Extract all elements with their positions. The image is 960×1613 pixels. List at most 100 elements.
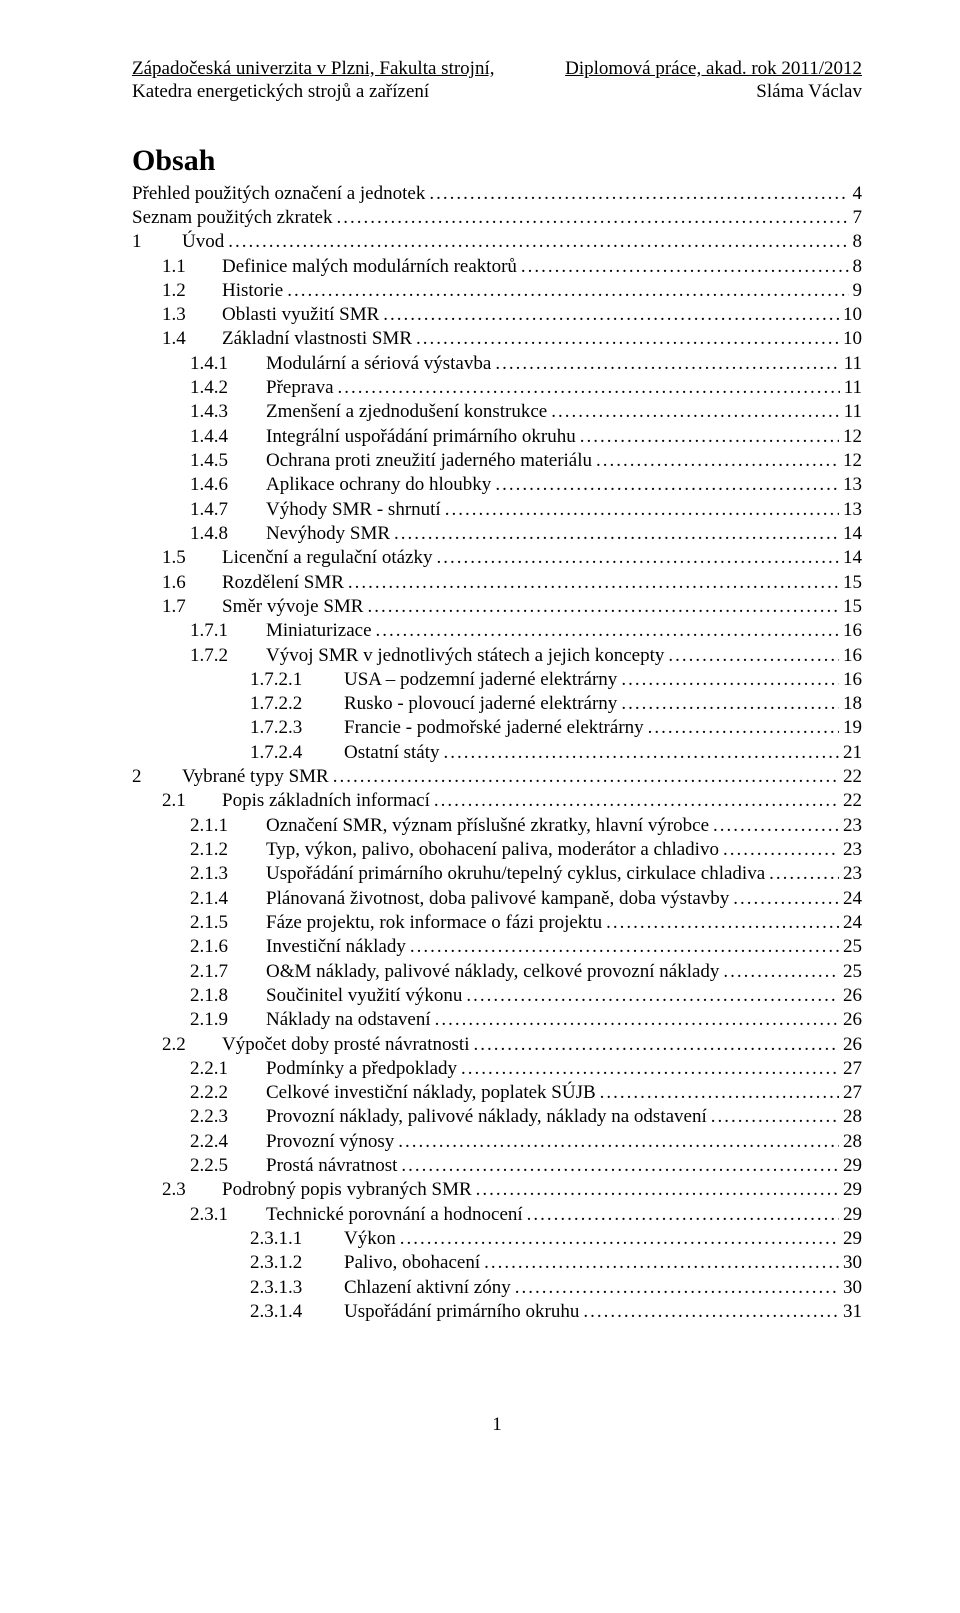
toc-leader-dots xyxy=(429,182,848,206)
toc-leader-dots xyxy=(416,327,839,351)
toc-row: 1.7.2.2Rusko - plovoucí jaderné elektrár… xyxy=(132,692,862,716)
toc-page-number: 22 xyxy=(843,789,862,813)
toc-page-number: 28 xyxy=(843,1130,862,1154)
toc-number: 1.7.2.1 xyxy=(250,668,344,692)
page-title: Obsah xyxy=(132,144,862,178)
toc-leader-dots xyxy=(348,571,839,595)
toc-number: 2.3.1.3 xyxy=(250,1276,344,1300)
toc-row: 2.2.2Celkové investiční náklady, poplate… xyxy=(132,1081,862,1105)
toc-page-number: 15 xyxy=(843,571,862,595)
toc-text: Výhody SMR - shrnutí xyxy=(266,499,441,520)
toc-row: 2.3.1.1Výkon 29 xyxy=(132,1227,862,1251)
toc-text: Úvod xyxy=(182,231,224,252)
toc-label: 2.2.5Prostá návratnost xyxy=(190,1154,397,1178)
toc-page-number: 26 xyxy=(843,1008,862,1032)
toc-label: 1.7.2.2Rusko - plovoucí jaderné elektrár… xyxy=(250,692,617,716)
toc-leader-dots xyxy=(383,303,839,327)
toc-row: 2.1.2Typ, výkon, palivo, obohacení paliv… xyxy=(132,838,862,862)
toc-number: 2.3.1.1 xyxy=(250,1227,344,1251)
toc-text: Vybrané typy SMR xyxy=(182,766,329,787)
toc-text: Francie - podmořské jaderné elektrárny xyxy=(344,717,644,738)
toc-row: 1.4.5Ochrana proti zneužití jaderného ma… xyxy=(132,449,862,473)
toc-text: Typ, výkon, palivo, obohacení paliva, mo… xyxy=(266,839,719,860)
toc-text: Směr vývoje SMR xyxy=(222,596,363,617)
toc-row: 1.4.6Aplikace ochrany do hloubky 13 xyxy=(132,473,862,497)
toc-leader-dots xyxy=(434,789,839,813)
toc-leader-dots xyxy=(733,887,839,911)
toc-row: 1.7Směr vývoje SMR15 xyxy=(132,595,862,619)
toc-row: 2.1.8Součinitel využití výkonu26 xyxy=(132,984,862,1008)
toc-leader-dots xyxy=(495,352,839,376)
toc-leader-dots xyxy=(333,765,839,789)
toc-number: 2.1.6 xyxy=(190,935,266,959)
header-line2: Katedra energetických strojů a zařízení … xyxy=(132,81,862,104)
toc-page-number: 13 xyxy=(843,473,862,497)
toc-number: 1.3 xyxy=(162,303,222,327)
toc-page-number: 29 xyxy=(843,1154,862,1178)
toc-page-number: 10 xyxy=(843,327,862,351)
toc-leader-dots xyxy=(466,984,839,1008)
toc-leader-dots xyxy=(596,449,839,473)
toc-text: Výkon xyxy=(344,1228,396,1249)
toc-leader-dots xyxy=(551,400,839,424)
toc-text: Provozní náklady, palivové náklady, nákl… xyxy=(266,1106,707,1127)
toc-text: USA – podzemní jaderné elektrárny xyxy=(344,669,617,690)
toc-row: Seznam použitých zkratek7 xyxy=(132,206,862,230)
toc-text: Modulární a sériová výstavba xyxy=(266,353,491,374)
toc-text: Technické porovnání a hodnocení xyxy=(266,1204,523,1225)
toc-label: 1.4.6Aplikace ochrany do hloubky xyxy=(190,473,491,497)
toc-label: 1.7.2.4Ostatní státy xyxy=(250,741,440,765)
toc-row: 2.1.3Uspořádání primárního okruhu/tepeln… xyxy=(132,862,862,886)
toc-leader-dots xyxy=(367,595,839,619)
toc-page-number: 25 xyxy=(843,960,862,984)
toc-number: 2.2.2 xyxy=(190,1081,266,1105)
toc-row: 2.1.7O&M náklady, palivové náklady, celk… xyxy=(132,960,862,984)
toc-row: 1.4Základní vlastnosti SMR10 xyxy=(132,327,862,351)
toc-row: 1.4.1Modulární a sériová výstavba11 xyxy=(132,352,862,376)
toc-number: 1.4.4 xyxy=(190,425,266,449)
header-line1: Západočeská univerzita v Plzni, Fakulta … xyxy=(132,58,862,81)
toc-row: 1.4.2Přeprava11 xyxy=(132,376,862,400)
toc-label: 1.7.1Miniaturizace xyxy=(190,619,372,643)
toc-text: Palivo, obohacení xyxy=(344,1252,480,1273)
toc-row: 1.7.2.4Ostatní státy21 xyxy=(132,741,862,765)
toc-page-number: 30 xyxy=(843,1251,862,1275)
toc-page-number: 14 xyxy=(843,522,862,546)
toc-row: 1.2Historie9 xyxy=(132,279,862,303)
header-right-1: Diplomová práce, akad. rok 2011/2012 xyxy=(565,58,862,81)
toc-row: 2.3.1.4Uspořádání primárního okruhu31 xyxy=(132,1300,862,1324)
toc-leader-dots xyxy=(515,1276,839,1300)
toc-row: Přehled použitých označení a jednotek4 xyxy=(132,182,862,206)
toc-number: 1.4.3 xyxy=(190,400,266,424)
toc-leader-dots xyxy=(484,1251,839,1275)
toc-label: 1.4.7Výhody SMR - shrnutí xyxy=(190,498,441,522)
toc-label: 1.1Definice malých modulárních reaktorů xyxy=(162,255,517,279)
toc-page-number: 8 xyxy=(853,255,863,279)
toc-page-number: 19 xyxy=(843,716,862,740)
toc-leader-dots xyxy=(435,1008,839,1032)
toc-text: Náklady na odstavení xyxy=(266,1009,431,1030)
toc-leader-dots xyxy=(583,1300,839,1324)
toc-page-number: 27 xyxy=(843,1081,862,1105)
toc-text: Přeprava xyxy=(266,377,334,398)
toc-page-number: 30 xyxy=(843,1276,862,1300)
toc-label: Seznam použitých zkratek xyxy=(132,206,332,230)
toc-number: 2.3 xyxy=(162,1178,222,1202)
toc-number: 1 xyxy=(132,230,182,254)
toc-number: 2.1.8 xyxy=(190,984,266,1008)
toc-page-number: 29 xyxy=(843,1227,862,1251)
toc-label: 1.7.2.1USA – podzemní jaderné elektrárny xyxy=(250,668,617,692)
toc-page-number: 4 xyxy=(853,182,863,206)
toc-label: 2.1.5Fáze projektu, rok informace o fázi… xyxy=(190,911,602,935)
toc-page-number: 16 xyxy=(843,644,862,668)
toc-row: 1.4.3Zmenšení a zjednodušení konstrukce1… xyxy=(132,400,862,424)
toc-label: 2.2.3Provozní náklady, palivové náklady,… xyxy=(190,1105,707,1129)
toc-number: 1.4.8 xyxy=(190,522,266,546)
toc-leader-dots xyxy=(445,498,839,522)
toc-number: 2.1.7 xyxy=(190,960,266,984)
toc-number: 2.1.3 xyxy=(190,862,266,886)
toc-row: 1.6Rozdělení SMR15 xyxy=(132,571,862,595)
toc-page-number: 10 xyxy=(843,303,862,327)
toc-text: Popis základních informací xyxy=(222,790,430,811)
toc-page-number: 18 xyxy=(843,692,862,716)
